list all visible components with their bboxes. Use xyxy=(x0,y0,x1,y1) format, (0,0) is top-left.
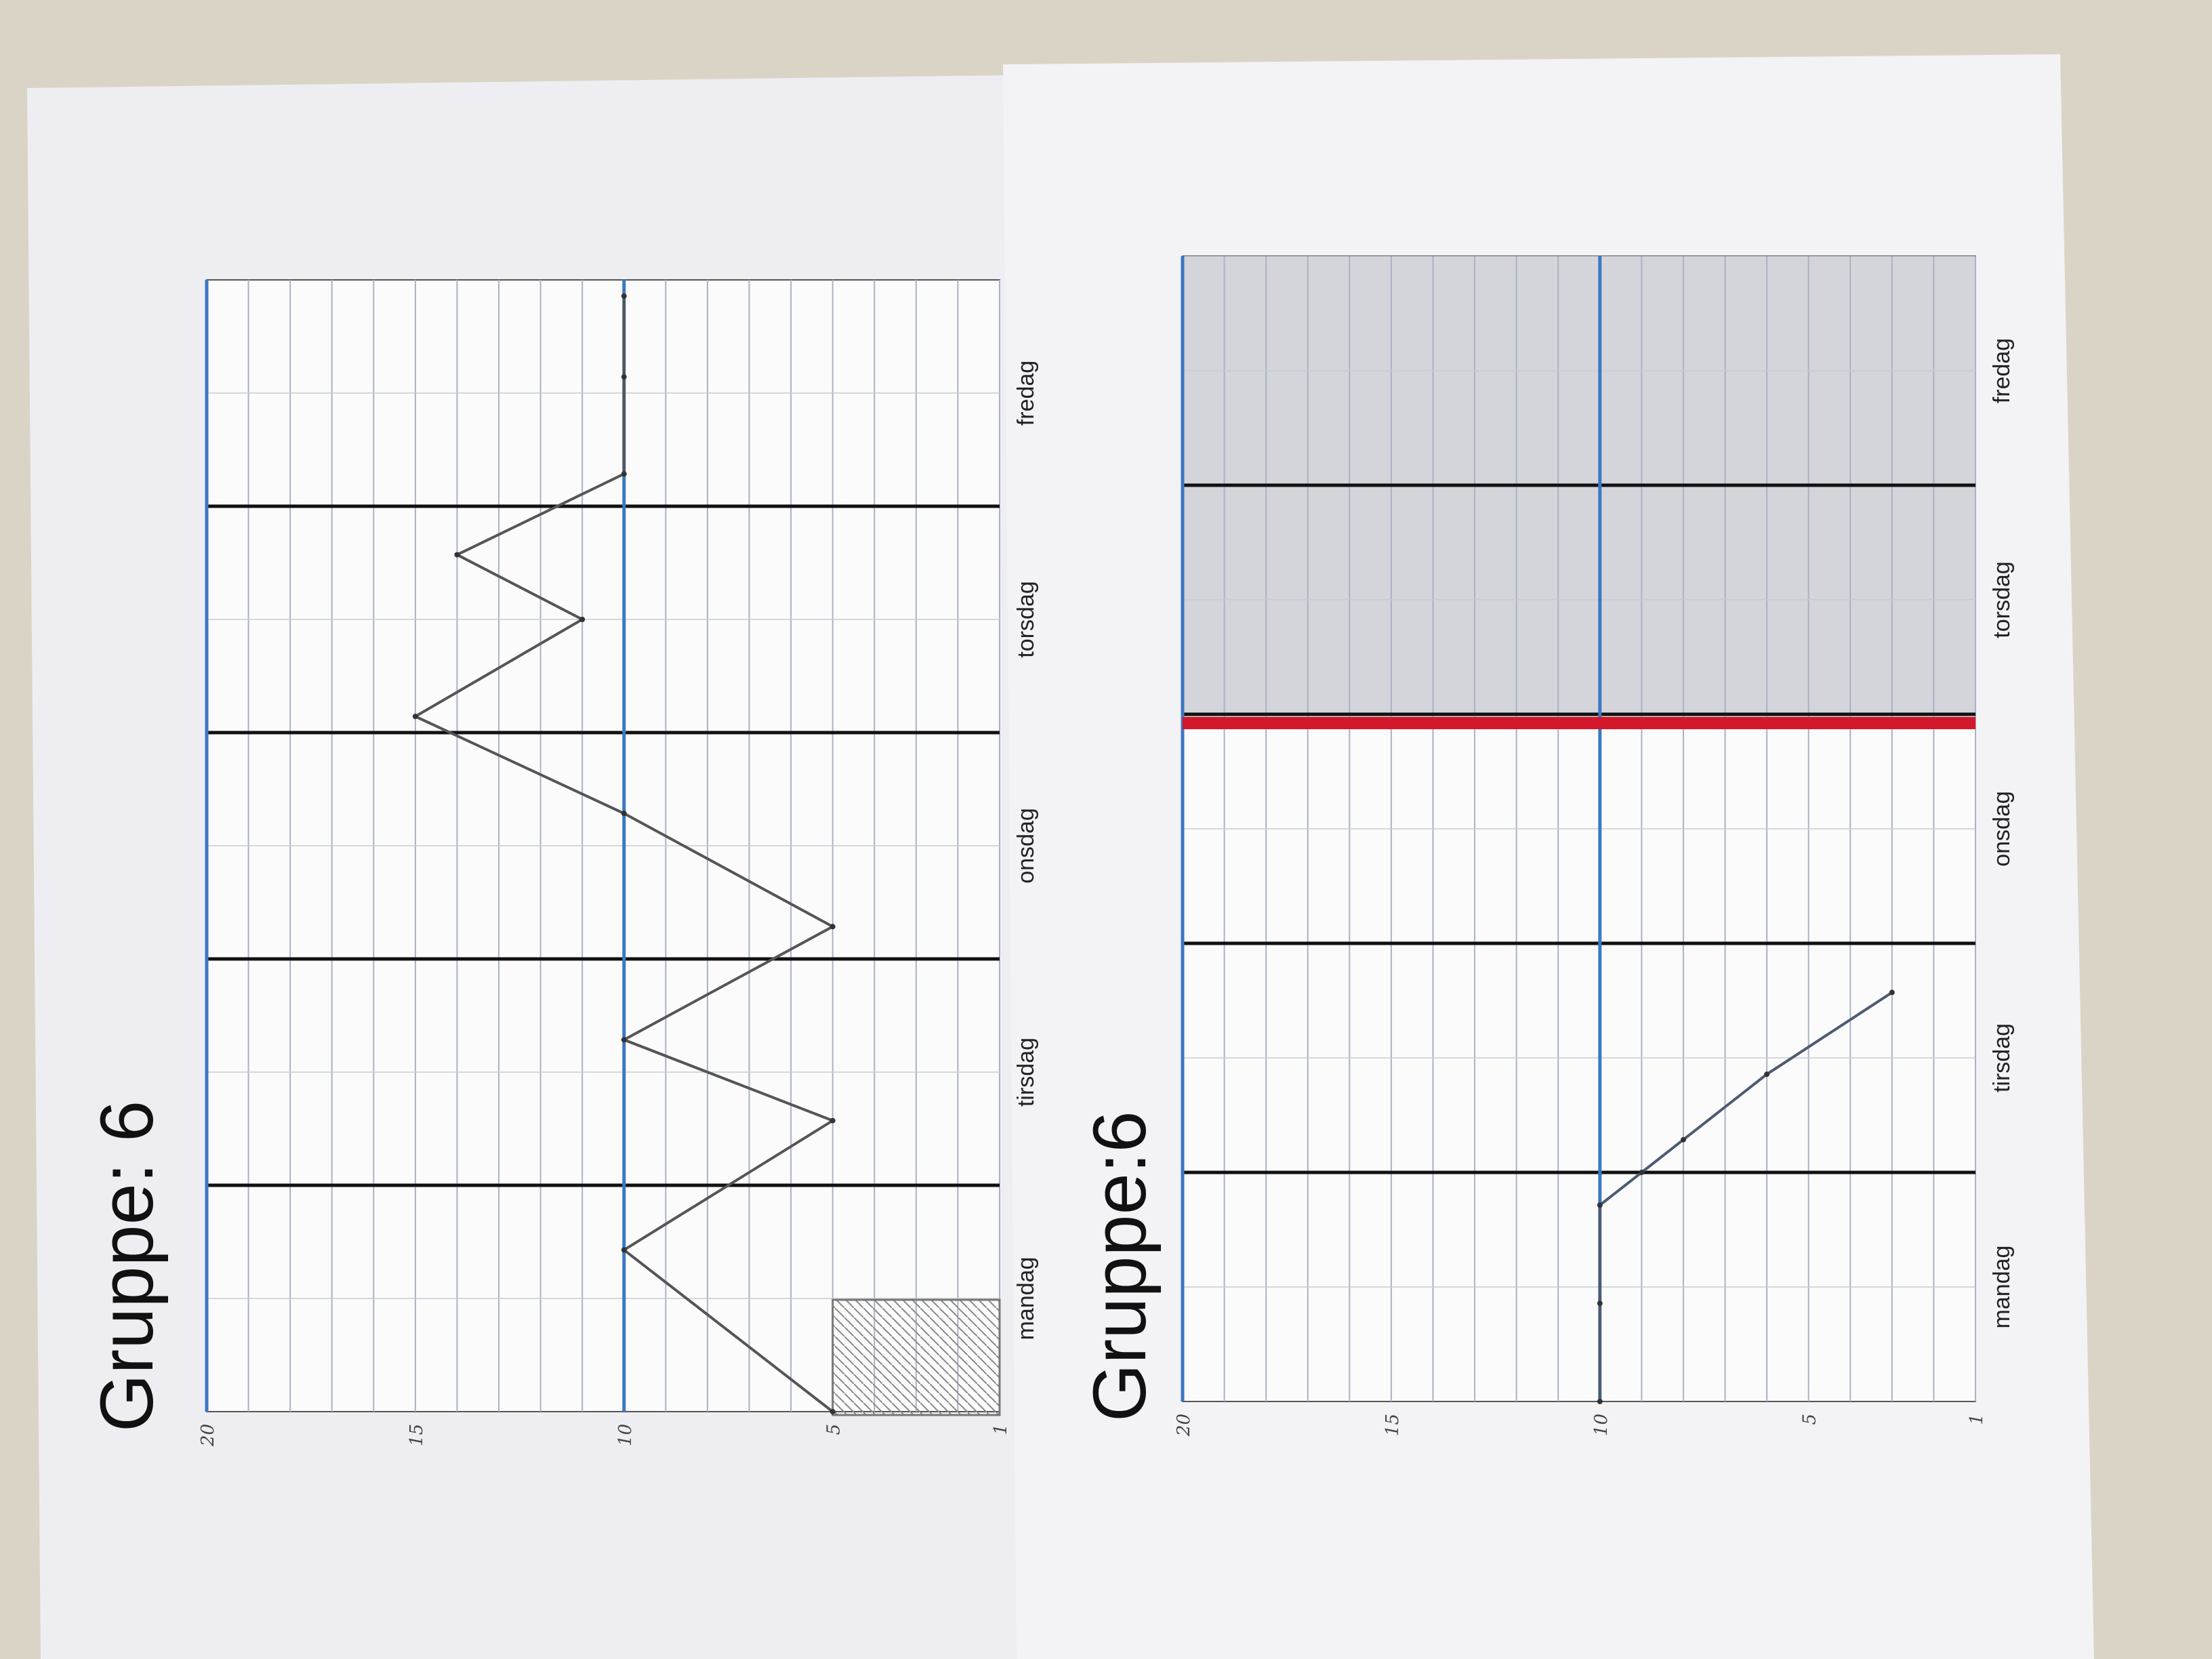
y-tick-label: 15 xyxy=(407,1424,427,1446)
x-tick-label: tirsdag xyxy=(1989,1023,2015,1092)
x-tick-label: torsdag xyxy=(1013,581,1039,657)
x-tick-label: onsdag xyxy=(1989,791,2015,867)
y-tick-label: 1 xyxy=(1967,1414,1987,1425)
series-line xyxy=(412,295,836,1413)
chart-1: mandag tirsdag onsdag torsdag fredag 20 15 10 5 1… xyxy=(85,279,1039,1447)
data-point xyxy=(454,552,460,558)
data-point xyxy=(621,1037,627,1043)
x-tick-label: fredag xyxy=(1013,361,1039,426)
data-point xyxy=(621,374,627,380)
x-tick-label: onsdag xyxy=(1013,808,1039,884)
data-point xyxy=(621,471,627,477)
chart-2: mandag tirsdag onsdag torsdag fredag 20 15 10 5 1… xyxy=(1078,255,2015,1437)
data-point xyxy=(1597,1399,1603,1404)
x-tick-label: torsdag xyxy=(1989,561,2015,638)
data-point xyxy=(621,293,627,299)
data-point xyxy=(621,1247,627,1253)
data-point xyxy=(621,811,627,817)
data-point xyxy=(412,714,418,720)
x-tick-label: fredag xyxy=(1989,338,2015,403)
data-point xyxy=(1639,1170,1645,1175)
chart-title: Gruppe: 6 xyxy=(85,1101,169,1432)
y-tick-label: 5 xyxy=(824,1424,844,1435)
x-tick-label: tirsdag xyxy=(1013,1038,1039,1107)
data-point xyxy=(579,617,586,622)
y-tick-label: 10 xyxy=(1591,1414,1612,1436)
x-tick-label: mandag xyxy=(1013,1257,1039,1340)
y-tick-label: 20 xyxy=(1174,1414,1194,1437)
data-point xyxy=(1680,1136,1686,1143)
data-point xyxy=(1764,1071,1770,1078)
data-point xyxy=(1889,989,1895,996)
covered-region xyxy=(1183,256,1975,728)
y-tick-label: 1 xyxy=(991,1424,1011,1435)
hatched-bar xyxy=(832,1298,1001,1416)
data-point xyxy=(1597,1300,1603,1307)
red-marker xyxy=(1183,717,1975,729)
data-point xyxy=(830,924,836,930)
y-tick-label: 15 xyxy=(1382,1414,1403,1436)
x-tick-label: mandag xyxy=(1989,1246,2015,1329)
data-point xyxy=(1597,1202,1603,1208)
data-point xyxy=(830,1409,836,1414)
y-tick-label: 20 xyxy=(198,1424,218,1447)
chart-title: Gruppe:6 xyxy=(1078,1111,1162,1422)
y-tick-label: 10 xyxy=(615,1424,636,1446)
data-point xyxy=(830,1118,836,1124)
y-tick-label: 5 xyxy=(1800,1414,1820,1425)
